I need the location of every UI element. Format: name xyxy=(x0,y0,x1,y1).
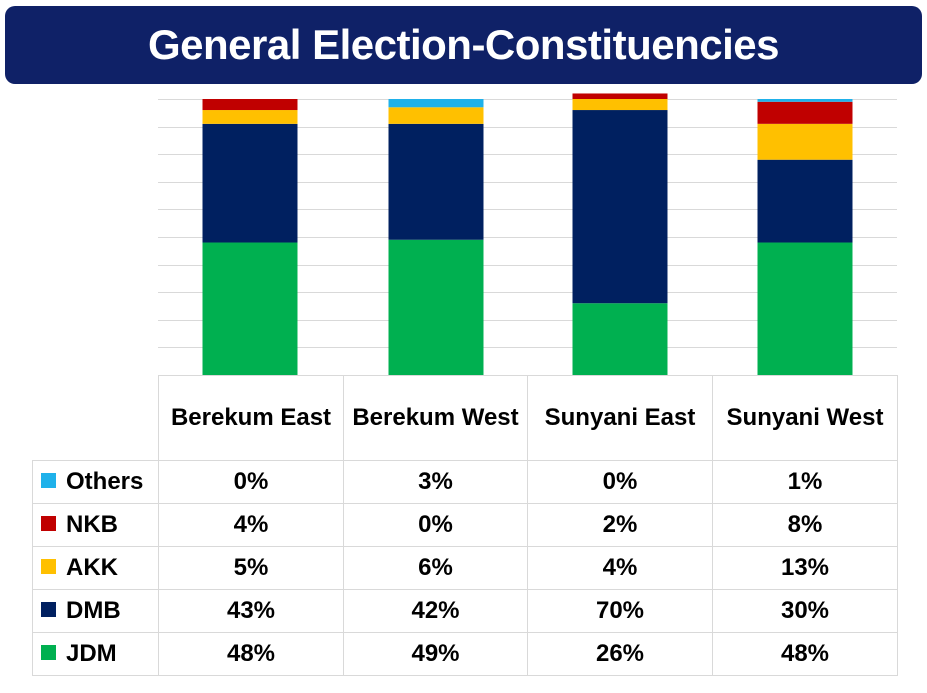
bar-segment-dmb-2 xyxy=(388,123,484,240)
legend-swatch xyxy=(41,473,56,488)
data-label: 3% xyxy=(343,460,528,504)
bar-segment-jdm-4 xyxy=(757,242,853,375)
chart-title: General Election-Constituencies xyxy=(148,21,780,68)
legend-label: Others xyxy=(66,468,144,495)
data-label: 13% xyxy=(712,546,898,590)
data-label: 26% xyxy=(527,632,713,676)
bar-segment-dmb-3 xyxy=(572,110,668,304)
table-row: JDM 48% 49% 26% 48% xyxy=(32,632,898,676)
legend-swatch xyxy=(41,645,56,660)
bar-segment-dmb-4 xyxy=(757,159,853,243)
legend-label: AKK xyxy=(66,554,118,581)
category-label: Sunyani West xyxy=(712,375,898,461)
bar-segment-akk-3 xyxy=(572,99,668,111)
bar-segment-others-2 xyxy=(388,99,484,108)
legend-entry: AKK xyxy=(32,546,159,590)
bar-segment-dmb-1 xyxy=(202,123,298,243)
category-label: Sunyani East xyxy=(527,375,713,461)
data-label: 42% xyxy=(343,589,528,633)
category-label: Berekum West xyxy=(343,375,528,461)
legend-swatch xyxy=(41,602,56,617)
data-label: 4% xyxy=(158,503,344,547)
data-label: 5% xyxy=(158,546,344,590)
legend-entry: NKB xyxy=(32,503,159,547)
legend-entry: JDM xyxy=(32,632,159,676)
data-label: 1% xyxy=(712,460,898,504)
bar-segment-nkb-4 xyxy=(757,101,853,124)
table-row: Others 0% 3% 0% 1% xyxy=(32,460,898,504)
table-row: DMB 43% 42% 70% 30% xyxy=(32,589,898,633)
bar-segment-others-4 xyxy=(757,99,853,102)
legend-swatch xyxy=(41,559,56,574)
legend-entry: DMB xyxy=(32,589,159,633)
data-table: Berekum East Berekum West Sunyani East Suny… xyxy=(32,375,898,676)
data-label: 0% xyxy=(158,460,344,504)
bar-segment-jdm-3 xyxy=(572,303,668,375)
legend-entry: Others xyxy=(32,460,159,504)
data-label: 30% xyxy=(712,589,898,633)
data-label: 2% xyxy=(527,503,713,547)
bar-segment-akk-4 xyxy=(757,123,853,160)
legend-label: NKB xyxy=(66,511,118,538)
data-label: 48% xyxy=(158,632,344,676)
data-label: 49% xyxy=(343,632,528,676)
bar-segment-akk-1 xyxy=(202,110,298,124)
legend-label: JDM xyxy=(66,640,117,667)
bar-segment-nkb-1 xyxy=(202,99,298,111)
bar-segment-jdm-1 xyxy=(202,242,298,375)
legend-label: DMB xyxy=(66,597,121,624)
data-label: 70% xyxy=(527,589,713,633)
table-row: NKB 4% 0% 2% 8% xyxy=(32,503,898,547)
table-row: AKK 5% 6% 4% 13% xyxy=(32,546,898,590)
data-label: 48% xyxy=(712,632,898,676)
table-corner xyxy=(32,375,159,461)
table-header-row: Berekum East Berekum West Sunyani East Suny… xyxy=(32,375,898,461)
bar-segment-jdm-2 xyxy=(388,239,484,375)
category-label: Berekum East xyxy=(158,375,344,461)
legend-swatch xyxy=(41,516,56,531)
bar-segment-akk-2 xyxy=(388,107,484,124)
data-label: 6% xyxy=(343,546,528,590)
data-label: 8% xyxy=(712,503,898,547)
bar-segment-nkb-3 xyxy=(572,93,668,99)
data-label: 4% xyxy=(527,546,713,590)
data-label: 0% xyxy=(527,460,713,504)
data-label: 0% xyxy=(343,503,528,547)
stacked-bar-plot xyxy=(158,93,897,376)
title-banner: General Election-Constituencies xyxy=(5,6,922,84)
data-label: 43% xyxy=(158,589,344,633)
